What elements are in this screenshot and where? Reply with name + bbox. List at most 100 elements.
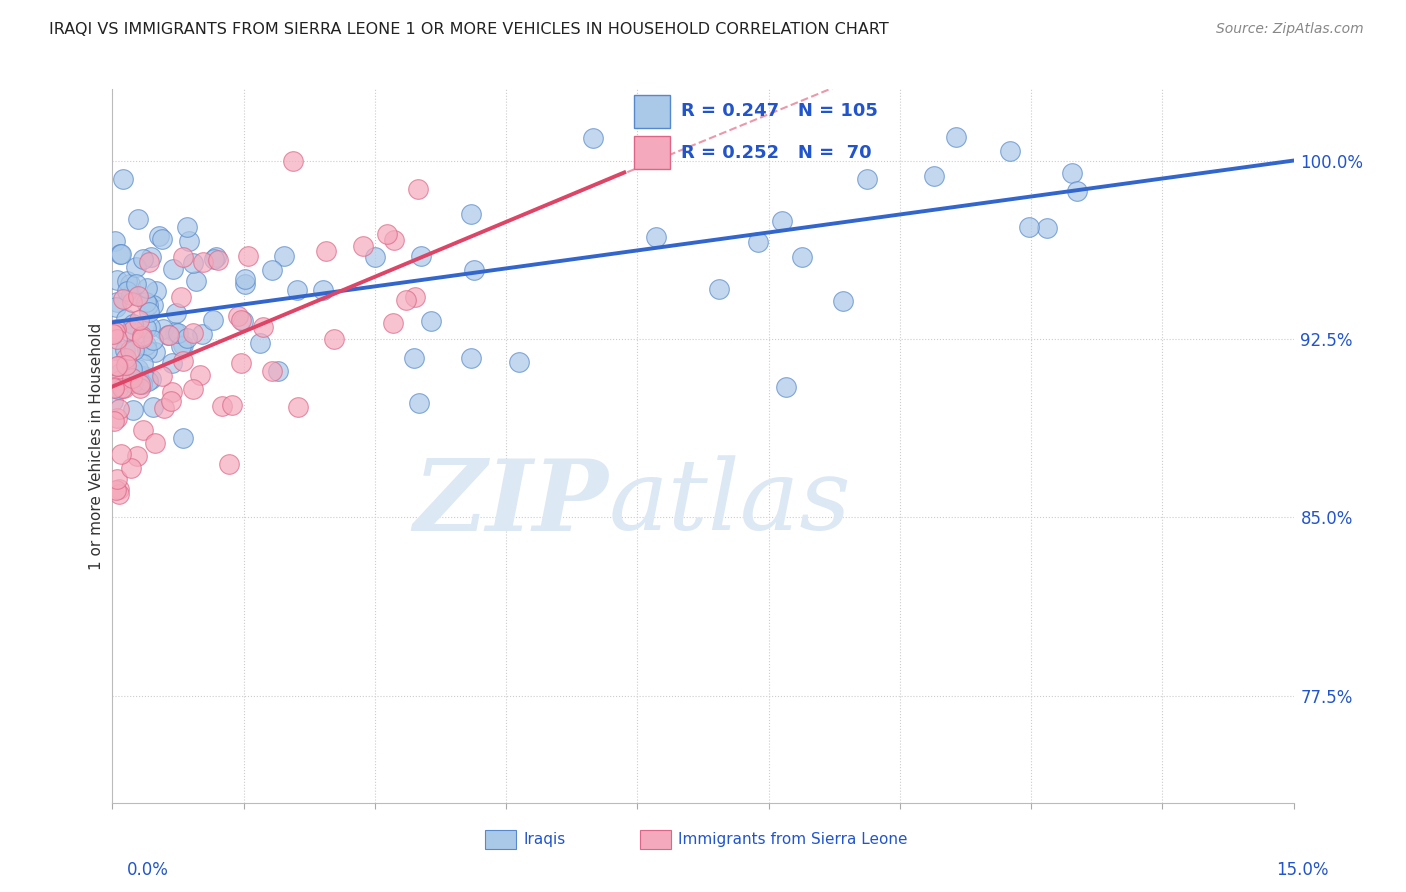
Point: [120, 325, 142, 339]
Point: [105, 483, 128, 497]
Point: [1060, 166, 1083, 180]
Point: [922, 169, 945, 183]
Point: [121, 370, 143, 384]
Point: [112, 171, 135, 186]
Point: [172, 338, 194, 352]
Point: [129, 376, 152, 391]
Point: [103, 414, 125, 428]
Point: [132, 252, 155, 266]
Point: [115, 351, 138, 366]
Point: [122, 322, 145, 336]
Point: [218, 457, 240, 471]
Point: [281, 153, 304, 168]
Point: [945, 129, 967, 144]
Point: [775, 379, 797, 393]
Point: [138, 305, 160, 319]
Point: [207, 252, 229, 267]
Point: [160, 385, 183, 400]
Point: [121, 318, 143, 332]
Point: [105, 472, 128, 486]
Point: [124, 277, 146, 291]
Point: [122, 403, 145, 417]
Bar: [640, 830, 671, 849]
Point: [221, 398, 243, 412]
Point: [165, 325, 187, 339]
Point: [110, 366, 132, 380]
Point: [582, 131, 605, 145]
Point: [262, 364, 284, 378]
Point: [103, 343, 125, 357]
Point: [364, 251, 387, 265]
Point: [707, 282, 730, 296]
Point: [115, 359, 138, 373]
Text: Immigrants from Sierra Leone: Immigrants from Sierra Leone: [678, 832, 907, 847]
Point: [1018, 220, 1040, 235]
Point: [183, 326, 205, 340]
Point: [117, 284, 139, 298]
Point: [135, 295, 157, 310]
Point: [188, 368, 211, 382]
Point: [111, 381, 134, 395]
Point: [103, 394, 125, 409]
Point: [128, 313, 150, 327]
Point: [312, 283, 335, 297]
Point: [315, 244, 337, 258]
Point: [108, 402, 131, 417]
Point: [131, 329, 153, 343]
Point: [645, 229, 668, 244]
Point: [120, 461, 142, 475]
Point: [135, 338, 157, 352]
Point: [107, 332, 129, 346]
Point: [460, 351, 482, 366]
Point: [420, 314, 443, 328]
Point: [191, 255, 214, 269]
Point: [382, 316, 405, 330]
Point: [134, 368, 156, 383]
Text: 15.0%: 15.0%: [1277, 861, 1329, 879]
Point: [131, 331, 153, 345]
Point: [191, 327, 214, 342]
Point: [108, 373, 131, 387]
Point: [120, 287, 142, 301]
Point: [1066, 185, 1088, 199]
Point: [160, 356, 183, 370]
Point: [107, 382, 129, 396]
Point: [139, 372, 162, 386]
Point: [229, 356, 252, 370]
Point: [152, 322, 174, 336]
Point: [285, 283, 308, 297]
Point: [211, 399, 233, 413]
Point: [114, 311, 136, 326]
Point: [104, 325, 127, 339]
Point: [770, 213, 793, 227]
Point: [402, 351, 425, 365]
Point: [463, 262, 485, 277]
Point: [136, 343, 159, 357]
Point: [232, 314, 254, 328]
Point: [201, 312, 224, 326]
Point: [205, 250, 228, 264]
Point: [856, 172, 879, 186]
Point: [156, 328, 179, 343]
Point: [177, 234, 200, 248]
Point: [153, 401, 176, 415]
Point: [121, 295, 143, 310]
Point: [408, 396, 430, 410]
Point: [105, 301, 128, 315]
Point: [165, 306, 187, 320]
Point: [131, 377, 153, 392]
Point: [148, 228, 170, 243]
Point: [105, 322, 128, 336]
Point: [142, 333, 165, 347]
Point: [104, 234, 127, 248]
Point: [252, 319, 274, 334]
Point: [118, 277, 141, 291]
Point: [142, 400, 165, 414]
Point: [110, 247, 132, 261]
Point: [267, 364, 290, 378]
Point: [184, 274, 207, 288]
Point: [229, 312, 252, 326]
Point: [127, 362, 149, 376]
Point: [287, 400, 309, 414]
Text: IRAQI VS IMMIGRANTS FROM SIERRA LEONE 1 OR MORE VEHICLES IN HOUSEHOLD CORRELATIO: IRAQI VS IMMIGRANTS FROM SIERRA LEONE 1 …: [49, 22, 889, 37]
